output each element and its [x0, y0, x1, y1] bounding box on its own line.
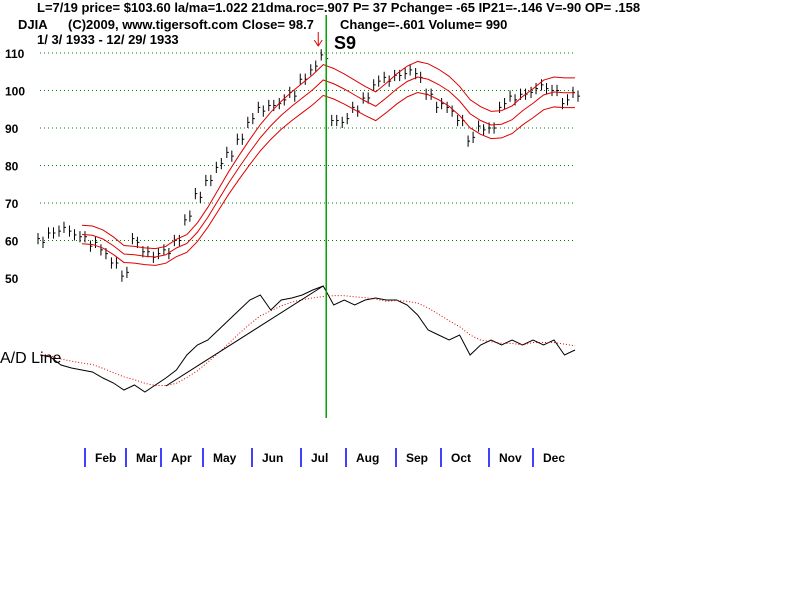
ad-ma-line: [39, 295, 576, 386]
upper-band: [81, 60, 575, 250]
month-label: Feb: [95, 451, 116, 465]
month-label: Apr: [171, 451, 192, 465]
y-tick-label: 70: [5, 197, 19, 211]
symbol: DJIA: [18, 17, 48, 32]
month-label: Oct: [451, 451, 471, 465]
y-tick-label: 80: [5, 160, 19, 174]
y-tick-label: 110: [5, 47, 25, 61]
month-label: May: [213, 451, 237, 465]
stats-line: L=7/19 price= $103.60 la/ma=1.022 21dma.…: [37, 0, 641, 15]
ad-trendline: [165, 285, 324, 387]
month-label: Jun: [262, 451, 283, 465]
lower-band: [81, 92, 575, 266]
date-range: 1/ 3/ 1933 - 12/ 29/ 1933: [37, 32, 179, 47]
middle-band: [81, 76, 575, 258]
month-label: Nov: [499, 451, 522, 465]
ad-line: [39, 285, 576, 393]
y-tick-label: 50: [5, 272, 19, 286]
month-label: Aug: [356, 451, 379, 465]
month-label: Mar: [136, 451, 158, 465]
copyright: (C)2009, www.tigersoft.com: [68, 17, 238, 32]
month-label: Dec: [543, 451, 565, 465]
month-label: Jul: [311, 451, 328, 465]
month-label: Sep: [406, 451, 428, 465]
y-tick-label: 100: [5, 85, 25, 99]
y-tick-label: 60: [5, 235, 19, 249]
sell-arrow-icon: [313, 32, 323, 47]
ad-line-label: A/D Line: [0, 350, 62, 367]
signal-label: S9: [334, 33, 357, 53]
y-tick-label: 90: [5, 122, 19, 136]
change-volume: Change=-.601 Volume= 990: [340, 17, 508, 32]
close-value: Close= 98.7: [242, 17, 314, 32]
